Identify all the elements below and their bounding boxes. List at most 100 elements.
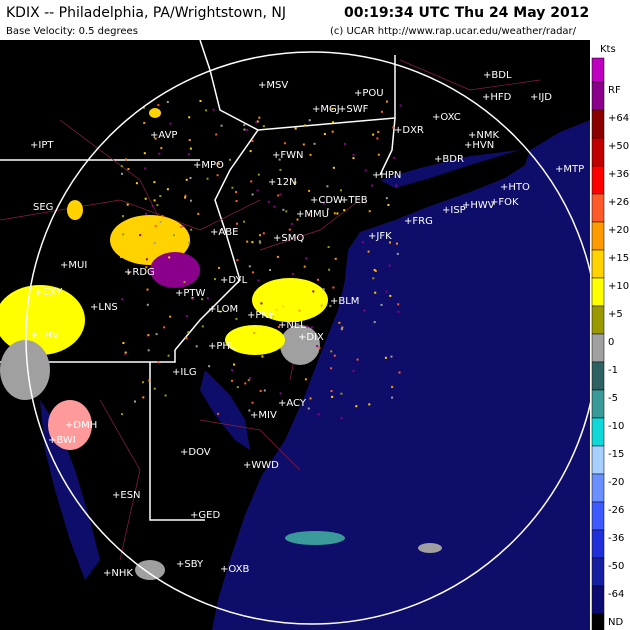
echo-speckle bbox=[251, 193, 254, 196]
echo-speckle bbox=[205, 109, 208, 112]
station-label: +MIV bbox=[250, 410, 277, 421]
echo-speckle bbox=[279, 193, 282, 196]
legend-swatch bbox=[591, 277, 605, 307]
echo-speckle bbox=[220, 124, 223, 127]
echo-speckle bbox=[283, 142, 286, 145]
legend-swatch bbox=[591, 165, 605, 195]
echo-speckle bbox=[231, 186, 234, 189]
station-label: +PHL bbox=[208, 341, 236, 352]
legend-swatch bbox=[591, 473, 605, 503]
station-label: +IJD bbox=[530, 92, 552, 103]
echo-speckle bbox=[153, 199, 156, 202]
echo-speckle bbox=[298, 309, 301, 312]
echo-speckle bbox=[183, 281, 186, 283]
echo-speckle bbox=[262, 232, 265, 235]
echo-speckle bbox=[294, 181, 297, 184]
echo-speckle bbox=[259, 234, 261, 237]
legend-swatch bbox=[591, 305, 605, 335]
echo-speckle bbox=[273, 205, 276, 208]
echo-speckle bbox=[389, 241, 391, 244]
echo-speckle bbox=[167, 354, 170, 357]
echo-speckle bbox=[372, 133, 375, 136]
echo-speckle bbox=[233, 363, 235, 366]
station-label: +DOV bbox=[180, 447, 211, 458]
station-label: +ISP bbox=[442, 205, 466, 216]
echo-speckle bbox=[147, 349, 150, 352]
station-label: +LOM bbox=[208, 304, 238, 315]
echo-speckle bbox=[386, 100, 388, 103]
echo-speckle bbox=[302, 143, 305, 146]
echo-speckle bbox=[246, 128, 249, 131]
echo-speckle bbox=[397, 310, 400, 313]
station-label: +HVN bbox=[464, 140, 494, 151]
legend-label: ND bbox=[608, 617, 623, 628]
echo-speckle bbox=[306, 325, 309, 328]
echo-speckle bbox=[332, 121, 334, 124]
echo-speckle bbox=[145, 212, 147, 215]
station-label: +HWV bbox=[462, 200, 495, 211]
echo-speckle bbox=[367, 250, 370, 253]
echo-speckle bbox=[368, 403, 371, 406]
echo-speckle bbox=[258, 240, 261, 243]
echo-speckle bbox=[252, 271, 254, 274]
echo-speckle bbox=[259, 390, 262, 392]
station-label: +GED bbox=[190, 510, 220, 521]
echo-speckle bbox=[326, 185, 329, 188]
echo-speckle bbox=[199, 100, 202, 102]
station-label: +DIX bbox=[298, 332, 324, 343]
legend-swatch bbox=[591, 333, 605, 363]
echo-speckle bbox=[154, 224, 157, 227]
station-label: +TEB bbox=[340, 195, 368, 206]
echo-speckle bbox=[218, 162, 220, 165]
echo-speckle bbox=[164, 394, 167, 397]
echo-speckle bbox=[186, 337, 189, 340]
echo-speckle bbox=[267, 200, 270, 203]
legend-label: 0 bbox=[608, 337, 614, 348]
echo-speckle bbox=[340, 417, 343, 420]
state-lines bbox=[0, 39, 396, 521]
echo-speckle bbox=[392, 126, 395, 129]
echo-speckle bbox=[276, 255, 279, 258]
echo-speckle bbox=[317, 413, 320, 416]
echo-speckle bbox=[277, 325, 280, 328]
echo-speckle bbox=[124, 351, 127, 354]
echo-speckle bbox=[309, 397, 312, 400]
legend-swatch bbox=[591, 417, 605, 447]
echo-speckle bbox=[248, 265, 251, 268]
station-label: +ABE bbox=[210, 227, 238, 238]
echo-speckle bbox=[296, 218, 299, 221]
echo-speckle bbox=[191, 298, 194, 301]
echo-speckle bbox=[312, 290, 315, 293]
station-label: +CXY bbox=[34, 287, 63, 298]
echo-speckle bbox=[338, 321, 341, 324]
station-label: +FRG bbox=[404, 216, 433, 227]
legend-label: -20 bbox=[608, 477, 624, 488]
echo-speckle bbox=[122, 342, 125, 344]
station-label: +FWN bbox=[272, 150, 304, 161]
station-label: +PNE bbox=[247, 310, 275, 321]
echo-speckle bbox=[188, 139, 191, 142]
legend-swatch bbox=[591, 529, 605, 559]
echo-speckle bbox=[277, 194, 280, 197]
echo-speckle bbox=[323, 202, 325, 205]
header-bg bbox=[0, 0, 630, 40]
echo-speckle bbox=[384, 356, 387, 359]
echo-speckle bbox=[243, 124, 246, 127]
echo-speckle bbox=[150, 253, 153, 255]
echo-speckle bbox=[197, 212, 200, 215]
legend-label: -10 bbox=[608, 421, 624, 432]
echo-speckle bbox=[356, 358, 359, 361]
echo-speckle bbox=[155, 333, 158, 336]
echo-speckle bbox=[336, 212, 339, 215]
station-label: +BDR bbox=[434, 154, 464, 165]
echo-speckle bbox=[340, 328, 343, 331]
echo-speckle bbox=[122, 215, 124, 218]
station-label: +SBY bbox=[176, 559, 204, 570]
echo-speckle bbox=[146, 303, 149, 306]
station-label: +HFD bbox=[482, 92, 512, 103]
echo-speckle bbox=[327, 246, 330, 248]
echo-speckle bbox=[255, 121, 258, 124]
echo-speckle bbox=[166, 188, 169, 191]
echo-speckle bbox=[282, 208, 285, 211]
